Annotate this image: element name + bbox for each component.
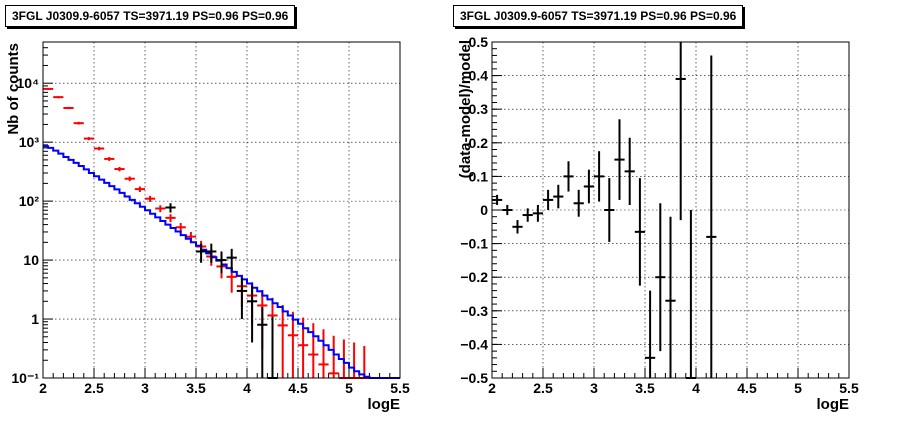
chart1-y-tick-label: −0.1 bbox=[460, 236, 488, 252]
chart1-x-tick-label: 3 bbox=[590, 380, 598, 396]
chart0-y-tick-label: 10 bbox=[23, 252, 39, 268]
chart0-y-axis-title: Nb of counts bbox=[5, 43, 22, 135]
chart0-x-tick-label: 5.5 bbox=[390, 380, 410, 396]
chart0-y-tick-label: 10³ bbox=[19, 134, 40, 150]
chart0-plot-area bbox=[43, 42, 400, 378]
chart1-y-tick-label: 0.3 bbox=[469, 101, 489, 117]
chart0-x-tick-label: 2.5 bbox=[84, 380, 104, 396]
chart1-y-tick-label: −0.3 bbox=[460, 303, 488, 319]
left-chart-title: 3FGL J0309.9-6057 TS=3971.19 PS=0.96 PS=… bbox=[5, 5, 296, 27]
chart1-x-tick-label: 4.5 bbox=[737, 380, 757, 396]
chart1-y-tick-label: −0.5 bbox=[460, 370, 488, 386]
chart1-y-tick-label: −0.2 bbox=[460, 269, 488, 285]
chart0-x-tick-label: 5 bbox=[345, 380, 353, 396]
chart0-x-tick-label: 4 bbox=[243, 380, 251, 396]
chart1-x-tick-label: 4 bbox=[692, 380, 700, 396]
chart1-y-tick-label: 0.5 bbox=[469, 34, 489, 50]
chart0-series-2 bbox=[165, 203, 278, 379]
chart0-y-tick-label: 10⁻¹ bbox=[11, 370, 39, 386]
chart1-x-tick-label: 5 bbox=[794, 380, 802, 396]
chart1-frame bbox=[491, 41, 850, 379]
right-chart: 2 2.5 3 3.5 4 4.5 5 5.5 −0.5 −0.4 −0.3 −0.2 −0.1 0 0.1… bbox=[457, 34, 859, 413]
chart1-x-axis-title: logE bbox=[817, 396, 850, 413]
chart0-x-tick-label: 3.5 bbox=[186, 380, 206, 396]
chart1-x-tick-label: 5.5 bbox=[839, 380, 859, 396]
chart1-x-tick-label: 3.5 bbox=[635, 380, 655, 396]
chart0-x-axis-title: logE bbox=[368, 396, 401, 413]
chart1-series-0 bbox=[492, 42, 717, 379]
chart1-x-tick-label: 2.5 bbox=[533, 380, 553, 396]
chart0-x-tick-label: 2 bbox=[39, 380, 47, 396]
chart1-y-tick-label: 0.2 bbox=[469, 135, 489, 151]
chart0-x-tick-label: 4.5 bbox=[288, 380, 308, 396]
chart0-model-step-line bbox=[43, 145, 400, 379]
chart0-y-tick-label: 10² bbox=[19, 193, 40, 209]
chart1-y-tick-label: 0.4 bbox=[469, 68, 489, 84]
chart0-x-tick-label: 3 bbox=[141, 380, 149, 396]
chart1-x-tick-label: 2 bbox=[488, 380, 496, 396]
chart0-frame bbox=[42, 41, 401, 379]
chart0-y-tick-label: 1 bbox=[31, 311, 39, 327]
chart0-y-tick-label: 10⁴ bbox=[17, 75, 40, 91]
chart1-y-tick-label: 0.1 bbox=[469, 168, 489, 184]
left-chart: 2 2.5 3 3.5 4 4.5 5 5.5 10⁻¹ 1 10 10² 10³ 10⁴ logE Nb o… bbox=[5, 41, 410, 413]
chart0-series-1 bbox=[43, 145, 400, 379]
right-chart-title: 3FGL J0309.9-6057 TS=3971.19 PS=0.96 PS=… bbox=[453, 5, 744, 27]
chart1-y-axis-title: (data-model)/model bbox=[457, 40, 474, 178]
chart1-y-tick-label: 0 bbox=[480, 202, 488, 218]
chart1-y-tick-label: −0.4 bbox=[460, 336, 488, 352]
